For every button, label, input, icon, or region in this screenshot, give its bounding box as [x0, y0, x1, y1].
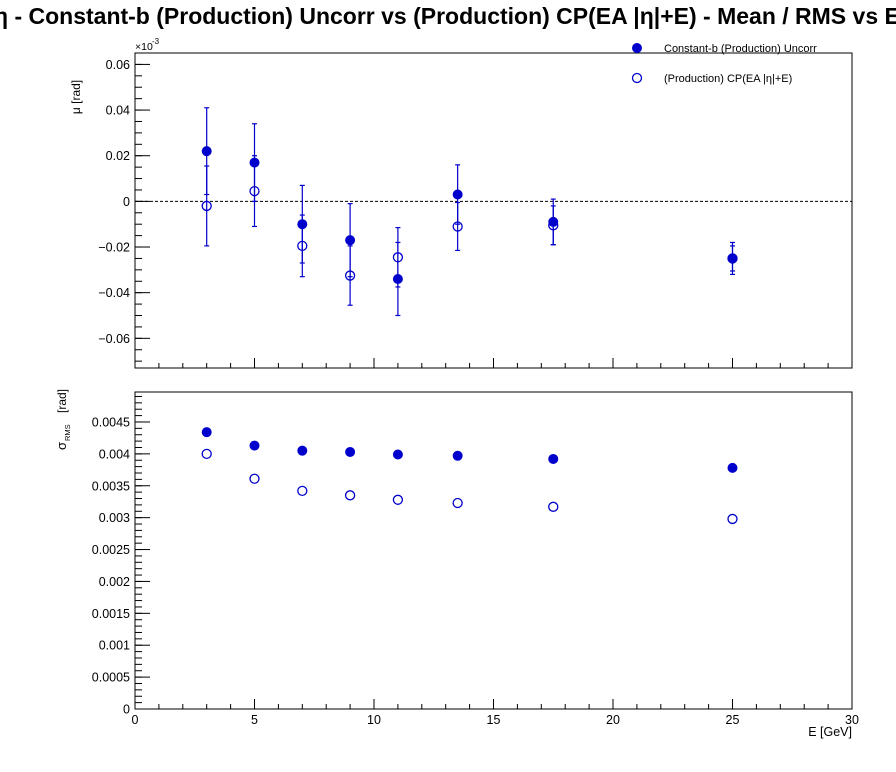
- y-tick-label: 0.0005: [92, 671, 130, 685]
- y-tick-label: 0: [123, 195, 130, 209]
- y-tick-label: 0.001: [99, 639, 130, 653]
- y-axis-label-subscript: RMS: [63, 424, 72, 441]
- data-point-open: [344, 490, 356, 501]
- y-tick-label: 0.0035: [92, 479, 130, 493]
- data-point-filled: [249, 157, 260, 168]
- data-point-open: [452, 221, 463, 232]
- data-point-open: [201, 200, 212, 212]
- data-point-open: [297, 240, 308, 252]
- data-point-filled: [392, 273, 403, 284]
- data-point-open: [548, 501, 559, 512]
- x-tick-label: 15: [487, 713, 501, 727]
- y-tick-label: 0.0045: [92, 415, 130, 429]
- data-point-filled: [345, 235, 356, 246]
- data-point-filled: [345, 446, 356, 457]
- data-point-filled: [201, 146, 212, 157]
- y-tick-label: 0.002: [99, 575, 130, 589]
- data-point-open: [727, 253, 738, 264]
- mean-panel: −0.06 −0.04 −0.02 0 0.02 0.04 0.06 ×10 -3 μ [rad]: [69, 37, 853, 369]
- y-tick-label: −0.04: [98, 286, 130, 300]
- legend: Constant-b (Production) Uncorr (Productio…: [631, 43, 817, 85]
- legend-label: (Production) CP(EA |η|+E): [664, 73, 792, 85]
- data-point-filled: [452, 189, 463, 200]
- y-tick-label: 0.06: [106, 58, 130, 72]
- chart-title: η - Constant-b (Production) Uncorr vs (P…: [0, 3, 896, 29]
- y-axis-label: μ [rad]: [69, 80, 83, 114]
- data-point-filled: [548, 216, 559, 227]
- y-tick-label: 0: [123, 703, 130, 717]
- data-point-open: [392, 494, 404, 505]
- y-tick-label: 0.0025: [92, 543, 130, 557]
- legend-label: Constant-b (Production) Uncorr: [664, 43, 817, 55]
- data-point-open: [727, 513, 738, 525]
- data-point-filled: [392, 449, 403, 460]
- x-tick-label: 10: [367, 713, 381, 727]
- data-point-open: [249, 473, 260, 484]
- data-point-open: [548, 220, 559, 231]
- data-point-filled: [548, 453, 559, 464]
- y-tick-label: −0.06: [98, 332, 130, 346]
- data-point-open: [392, 252, 404, 263]
- y-tick-label: 0.003: [99, 511, 130, 525]
- x-tick-label: 20: [606, 713, 620, 727]
- data-point-open: [297, 485, 308, 497]
- plot-frame: [134, 391, 853, 710]
- x-axis-label: E [GeV]: [808, 725, 852, 739]
- y-multiplier-label: ×10: [135, 41, 153, 53]
- data-point-filled: [297, 445, 308, 456]
- data-point-filled: [452, 450, 463, 461]
- y-tick-label: 0.004: [99, 447, 130, 461]
- x-tick-label: 0: [132, 713, 139, 727]
- rms-panel: 0 0.0005 0.001 0.0015 0.002 0.0025 0.003 0.0035…: [54, 389, 859, 739]
- legend-marker-open: [631, 72, 643, 84]
- y-tick-label: −0.02: [98, 241, 130, 255]
- y-axis-label-unit: [rad]: [55, 389, 69, 413]
- data-point-filled: [297, 219, 308, 230]
- data-point-filled: [727, 462, 738, 473]
- y-tick-label: 0.04: [106, 104, 130, 118]
- x-tick-label: 5: [251, 713, 258, 727]
- data-point-filled: [201, 427, 212, 438]
- data-point-open: [452, 497, 463, 509]
- x-tick-label: 30: [845, 713, 859, 727]
- plot-frame: [134, 52, 853, 369]
- data-point-open: [249, 185, 260, 197]
- x-tick-label: 25: [726, 713, 740, 727]
- legend-marker-filled: [632, 43, 642, 53]
- y-multiplier-exponent: -3: [152, 37, 160, 46]
- y-axis-label-symbol: σ: [54, 442, 69, 450]
- y-tick-label: 0.02: [106, 149, 130, 163]
- data-point-open: [344, 270, 356, 281]
- data-point-filled: [249, 440, 260, 451]
- data-point-open: [201, 448, 212, 460]
- y-tick-label: 0.0015: [92, 607, 130, 621]
